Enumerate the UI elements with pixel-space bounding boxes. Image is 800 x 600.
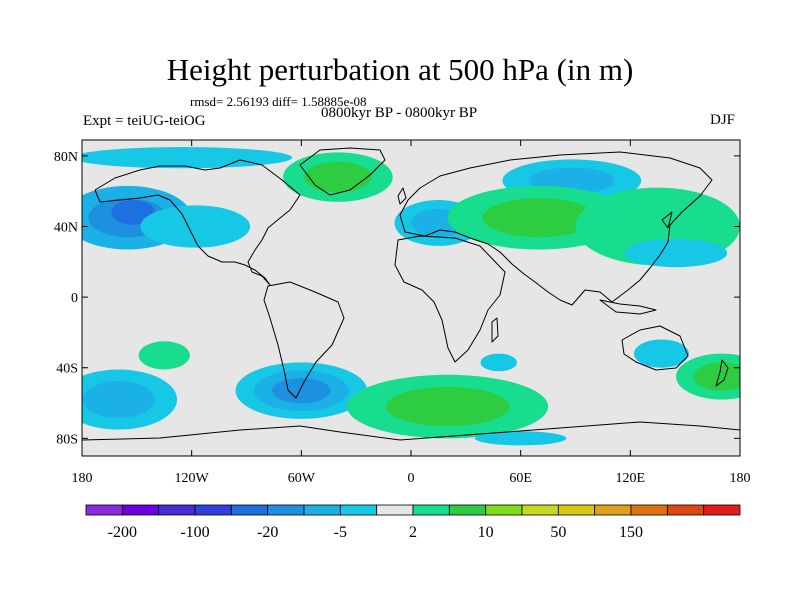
anomaly-south-pacific-high-level-0: [138, 341, 190, 370]
coastline-north-america: [94, 159, 301, 286]
lon-label-2: 60W: [288, 471, 316, 486]
coastline-greenland: [299, 147, 386, 196]
colorbar-box-7: [339, 504, 378, 516]
anomaly-north-pacific-low-core-level-0: [111, 200, 156, 225]
stats-line: rmsd= 2.56193 diff= 1.58885e-08: [190, 94, 367, 109]
anomaly-tasman-high-level-1: [693, 362, 740, 391]
colorbar-box-3: [194, 504, 232, 516]
lat-label-4: 80S: [56, 432, 78, 447]
coastline-antarctica: [82, 421, 740, 441]
colorbar: -200 -100 -20 -5 2 10 50 150: [85, 504, 741, 541]
colorbar-box-14: [594, 504, 632, 516]
coastline-indonesia: [599, 299, 657, 315]
anomaly-north-america-low-level-0: [140, 205, 251, 248]
colorbar-box-1: [121, 504, 160, 516]
colorbar-label-7: 150: [619, 524, 643, 541]
colorbar-label-2: -20: [257, 524, 278, 541]
lat-label-3: 40S: [56, 362, 78, 377]
colorbar-box-13: [557, 504, 596, 516]
lon-label-3: 0: [408, 471, 415, 486]
colorbar-box-15: [630, 504, 668, 516]
colorbar-label-5: 10: [478, 524, 494, 541]
coastline-uk: [397, 187, 407, 205]
anomaly-south-pacific-low-level-1: [82, 381, 155, 418]
colorbar-box-8: [376, 504, 414, 516]
anomaly-asia-high-level-1: [482, 198, 596, 238]
coastline-australia: [621, 325, 689, 371]
experiment-label: Expt = teiUG-teiOG: [83, 113, 206, 129]
anomaly-indian-ocean-low-level-0: [480, 353, 518, 372]
colorbar-label-0: -200: [108, 524, 137, 541]
lon-label-0: 180: [72, 471, 93, 486]
anomaly-shading: [82, 147, 740, 446]
lat-label-1: 40N: [54, 221, 78, 236]
plot-title: Height perturbation at 500 hPa (in m): [166, 52, 634, 87]
anomaly-greenland-high-level-1: [304, 161, 372, 193]
lat-label-2: 0: [71, 291, 78, 306]
map-axes: 80N 40N 0 40S 80S 180 120W 60W 0 60E 120E 180: [54, 140, 751, 486]
anomaly-kuroshio-low-level-0: [624, 238, 728, 268]
lon-label-4: 60E: [509, 471, 532, 486]
colorbar-box-6: [303, 504, 341, 516]
colorbar-box-5: [267, 504, 305, 516]
lat-label-0: 80N: [54, 150, 78, 165]
colorbar-box-11: [485, 504, 523, 516]
colorbar-box-2: [158, 504, 196, 516]
colorbar-box-0: [85, 504, 123, 516]
colorbar-label-4: 2: [409, 524, 417, 541]
anomaly-southern-ocean-high-level-1: [385, 387, 510, 427]
coastline-africa: [394, 235, 506, 363]
anomaly-antarctic-low-level-0: [474, 431, 567, 446]
period-label: 0800kyr BP - 0800kyr BP: [321, 105, 478, 121]
anomaly-south-america-low-level-2: [272, 378, 331, 404]
coastline-japan: [661, 211, 673, 229]
colorbar-box-17: [703, 504, 741, 516]
coastline-madagascar: [491, 317, 499, 343]
coastline-new-zealand: [715, 359, 729, 387]
coastline-south-america: [263, 281, 345, 399]
colorbar-label-6: 50: [550, 524, 566, 541]
colorbar-label-1: -100: [180, 524, 209, 541]
lon-label-1: 120W: [175, 471, 210, 486]
coastline-eurasia: [399, 151, 713, 306]
lon-label-5: 120E: [616, 471, 646, 486]
lon-label-6: 180: [730, 471, 751, 486]
anomaly-australia-low-level-0: [633, 339, 689, 368]
coastlines: [82, 147, 740, 441]
colorbar-box-12: [521, 504, 559, 516]
colorbar-box-4: [230, 504, 269, 516]
anomaly-arctic-low-level-0: [82, 147, 293, 169]
colorbar-box-9: [412, 504, 450, 516]
colorbar-box-16: [666, 504, 705, 516]
colorbar-label-3: -5: [334, 524, 347, 541]
season-label: DJF: [710, 112, 736, 128]
colorbar-box-10: [448, 504, 487, 516]
